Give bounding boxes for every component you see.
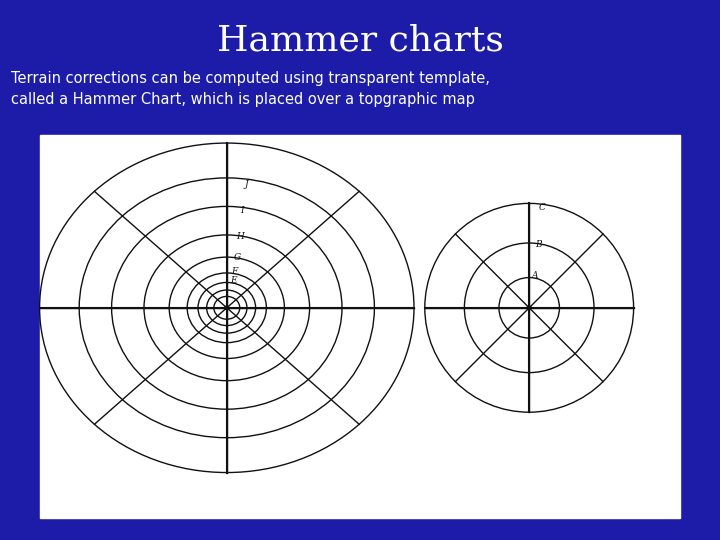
- Text: C: C: [539, 203, 545, 212]
- Text: H: H: [237, 232, 245, 241]
- Text: Hammer charts: Hammer charts: [217, 24, 503, 57]
- Text: A: A: [532, 271, 539, 280]
- Text: B: B: [535, 240, 541, 248]
- Bar: [40, 135, 680, 518]
- Text: I: I: [240, 206, 244, 215]
- Text: Terrain corrections can be computed using transparent template,: Terrain corrections can be computed usin…: [11, 71, 490, 86]
- Text: E: E: [230, 276, 237, 285]
- Text: F: F: [232, 267, 238, 276]
- Circle shape: [225, 306, 229, 309]
- Text: J: J: [244, 180, 248, 190]
- Text: G: G: [233, 253, 241, 261]
- Text: called a Hammer Chart, which is placed over a topgraphic map: called a Hammer Chart, which is placed o…: [11, 92, 474, 107]
- Circle shape: [527, 306, 531, 309]
